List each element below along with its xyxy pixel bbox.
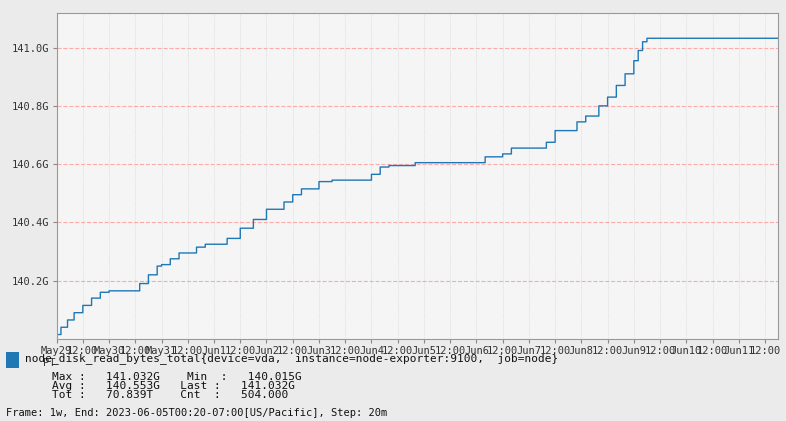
Text: Frame: 1w, End: 2023-06-05T00:20-07:00[US/Pacific], Step: 20m: Frame: 1w, End: 2023-06-05T00:20-07:00[U… [6,408,387,418]
Text: PT: PT [42,358,55,368]
Text: Tot :   70.839T    Cnt  :   504.000: Tot : 70.839T Cnt : 504.000 [25,390,288,400]
Text: Avg :   140.553G   Last :   141.032G: Avg : 140.553G Last : 141.032G [25,381,296,391]
Text: node_disk_read_bytes_total{device=vda,  instance=node-exporter:9100,  job=node}: node_disk_read_bytes_total{device=vda, i… [25,353,558,364]
Text: Max :   141.032G    Min  :   140.015G: Max : 141.032G Min : 140.015G [25,372,302,382]
